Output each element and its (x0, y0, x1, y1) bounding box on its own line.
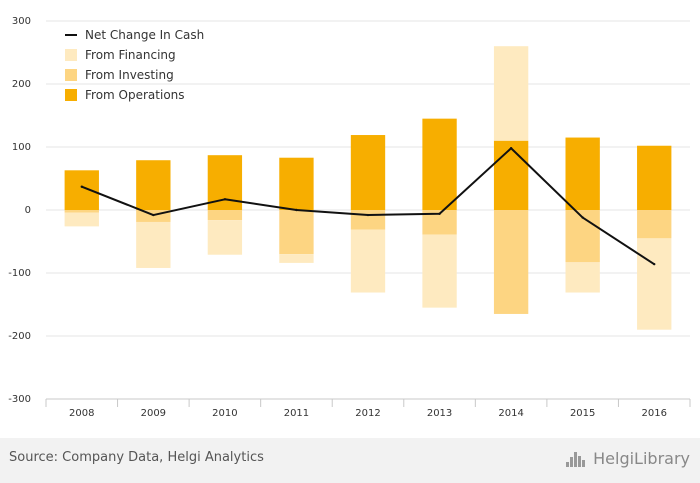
line-point (366, 213, 370, 217)
legend-swatch (65, 69, 77, 81)
bar-from-operations (565, 137, 600, 210)
line-point (152, 213, 155, 217)
x-tick-label: 2009 (141, 408, 166, 419)
legend-label: From Investing (85, 68, 174, 82)
line-point (223, 198, 227, 201)
legend-label: From Financing (85, 48, 176, 62)
x-tick-label: 2011 (284, 408, 309, 419)
bar-from-financing (64, 212, 99, 227)
bar-from-financing (565, 262, 600, 293)
y-tick-label: -300 (8, 394, 31, 405)
bar-from-operations (136, 160, 171, 210)
bar-from-investing (279, 210, 314, 255)
y-tick-label: 200 (12, 79, 31, 90)
line-point (295, 208, 298, 212)
bar-from-financing (493, 46, 529, 141)
bar-from-financing (136, 221, 171, 268)
line-point (80, 185, 83, 188)
legend-label: From Operations (85, 88, 185, 102)
bar-from-investing (637, 210, 672, 239)
bar-from-operations (64, 170, 99, 210)
x-tick-label: 2010 (212, 408, 237, 419)
axes: -300 -200 -100 0 100 200 300 2008 2009 2010 2011 20… (8, 16, 691, 419)
bar-from-financing (350, 229, 386, 293)
x-tick-label: 2012 (355, 408, 380, 419)
x-tick-label: 2008 (69, 408, 94, 419)
x-tick-label: 2016 (641, 408, 666, 419)
bar-from-investing (350, 210, 386, 230)
bar-from-operations (350, 135, 386, 210)
bar-from-financing (422, 234, 457, 308)
y-tick-label: -200 (8, 331, 31, 342)
bar-from-investing (64, 210, 99, 213)
legend-label: Net Change In Cash (85, 28, 204, 42)
bar-from-operations (422, 118, 457, 210)
helgi-library-logo: HelgiLibrary (565, 448, 690, 468)
line-point (509, 147, 513, 150)
bars (64, 46, 672, 330)
y-tick-label: -100 (8, 268, 31, 279)
bar-from-financing (279, 254, 314, 263)
legend: Net Change In Cash From Financing From Inv… (65, 28, 204, 102)
line-point (653, 262, 656, 266)
x-tick-label: 2013 (427, 408, 452, 419)
y-tick-label: 300 (12, 16, 31, 27)
x-tick-label: 2014 (498, 408, 523, 419)
y-tick-label: 100 (12, 142, 31, 153)
line-point (581, 216, 584, 219)
legend-swatch (65, 89, 77, 101)
bar-from-investing (207, 210, 243, 221)
bar-from-operations (493, 140, 529, 210)
chart: -300 -200 -100 0 100 200 300 2008 2009 2010 2011 20… (8, 16, 691, 419)
bar-from-operations (637, 145, 672, 210)
bar-from-investing (493, 210, 529, 314)
line-point (438, 212, 441, 215)
bar-from-financing (207, 220, 243, 255)
helgi-library-icon (566, 452, 586, 467)
source-note: Source: Company Data, Helgi Analytics (9, 450, 264, 465)
net-change-line (80, 147, 656, 266)
x-tick-label: 2015 (570, 408, 595, 419)
legend-swatch (65, 49, 77, 61)
y-tick-label: 0 (25, 205, 31, 216)
bar-from-financing (637, 238, 672, 330)
logo-text: HelgiLibrary (593, 448, 690, 468)
bar-from-operations (279, 157, 314, 210)
